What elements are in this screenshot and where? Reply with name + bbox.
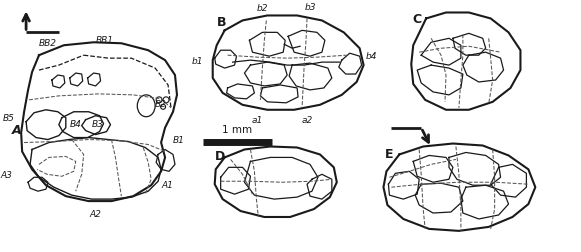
Text: D: D [215,150,225,163]
Text: B2: B2 [155,100,167,109]
Text: b4: b4 [365,51,377,60]
Text: a2: a2 [302,115,313,124]
Text: B1: B1 [173,136,185,144]
Text: C: C [413,13,421,26]
Text: A: A [12,124,22,137]
Text: 1 mm: 1 mm [223,124,253,134]
Text: BB2: BB2 [39,39,57,48]
Text: A3: A3 [1,170,12,179]
Text: BB1: BB1 [96,36,114,45]
Text: b2: b2 [257,5,268,13]
Text: a1: a1 [252,115,263,124]
Text: B3: B3 [92,120,103,129]
Text: B: B [217,16,226,29]
Text: A1: A1 [161,180,173,189]
Text: E: E [385,148,393,161]
Text: b1: b1 [191,56,203,65]
Text: b3: b3 [304,3,315,11]
Text: A2: A2 [89,209,102,218]
Text: B5: B5 [2,114,14,123]
Text: B4: B4 [70,120,82,129]
